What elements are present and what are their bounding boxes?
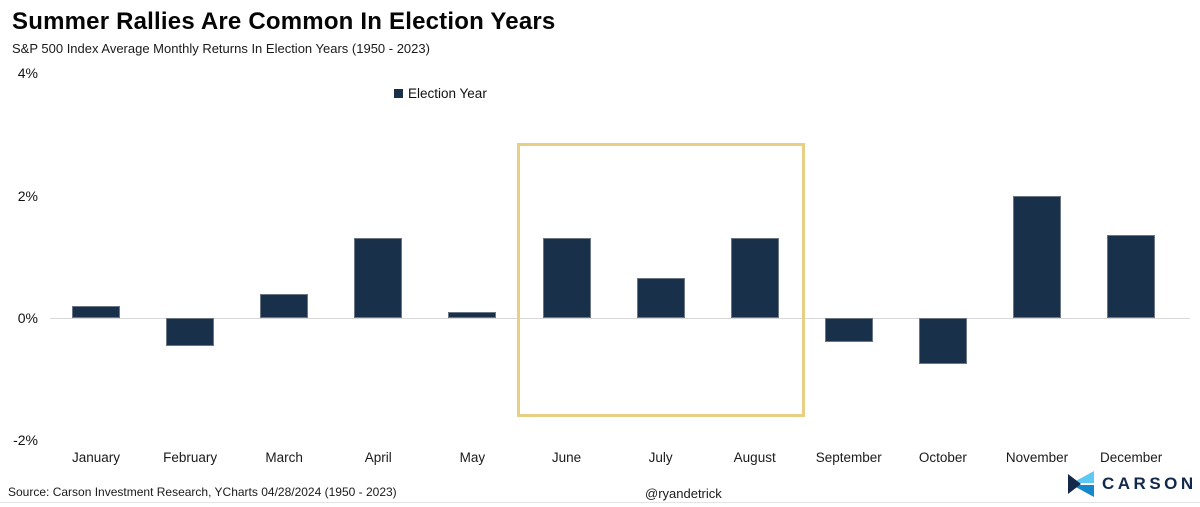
- legend-label: Election Year: [408, 86, 487, 101]
- twitter-handle: @ryandetrick: [645, 486, 722, 501]
- x-axis-label-december: December: [1099, 450, 1163, 465]
- x-axis-label-may: May: [459, 450, 486, 465]
- bar-july: [636, 278, 685, 318]
- summer-months-highlight-box: [516, 143, 805, 417]
- y-axis-tick-4pct: 4%: [17, 65, 38, 82]
- x-axis-label-october: October: [918, 450, 967, 465]
- x-axis-label-january: January: [71, 450, 121, 465]
- x-axis-label-march: March: [265, 450, 303, 465]
- y-axis-tick-2pct: 2%: [17, 187, 38, 204]
- y-axis-tick-neg2pct: -2%: [13, 432, 38, 449]
- x-axis-label-august: August: [733, 450, 776, 465]
- bar-may: [448, 311, 497, 318]
- bottom-divider: [0, 502, 1200, 503]
- chart-title: Summer Rallies Are Common In Election Ye…: [12, 8, 556, 35]
- x-axis-label-september: September: [815, 450, 882, 465]
- source-note: Source: Carson Investment Research, YCha…: [8, 485, 397, 499]
- x-axis-label-february: February: [163, 450, 218, 465]
- x-axis-label-june: June: [551, 450, 582, 465]
- x-axis-label-july: July: [648, 450, 673, 465]
- x-axis-label-november: November: [1005, 450, 1069, 465]
- bar-january: [72, 305, 120, 318]
- bar-september: [824, 318, 873, 343]
- bar-november: [1013, 195, 1061, 318]
- bar-august: [730, 238, 779, 318]
- bar-december: [1107, 235, 1156, 318]
- carson-logo-text: CARSON: [1102, 474, 1197, 493]
- x-axis-label-april: April: [364, 450, 392, 465]
- bar-february: [166, 318, 215, 346]
- legend-marker-icon: [394, 89, 403, 98]
- carson-logo: CARSON: [1068, 471, 1197, 497]
- y-axis-tick-0pct: 0%: [17, 310, 38, 326]
- bar-june: [542, 238, 591, 318]
- legend: Election Year: [394, 86, 487, 101]
- bar-march: [260, 293, 309, 318]
- bar-october: [918, 318, 967, 364]
- bar-april: [354, 238, 403, 318]
- carson-logo-icon: [1068, 471, 1094, 497]
- chart-subtitle: S&P 500 Index Average Monthly Returns In…: [12, 41, 430, 56]
- zero-gridline: [50, 318, 1190, 319]
